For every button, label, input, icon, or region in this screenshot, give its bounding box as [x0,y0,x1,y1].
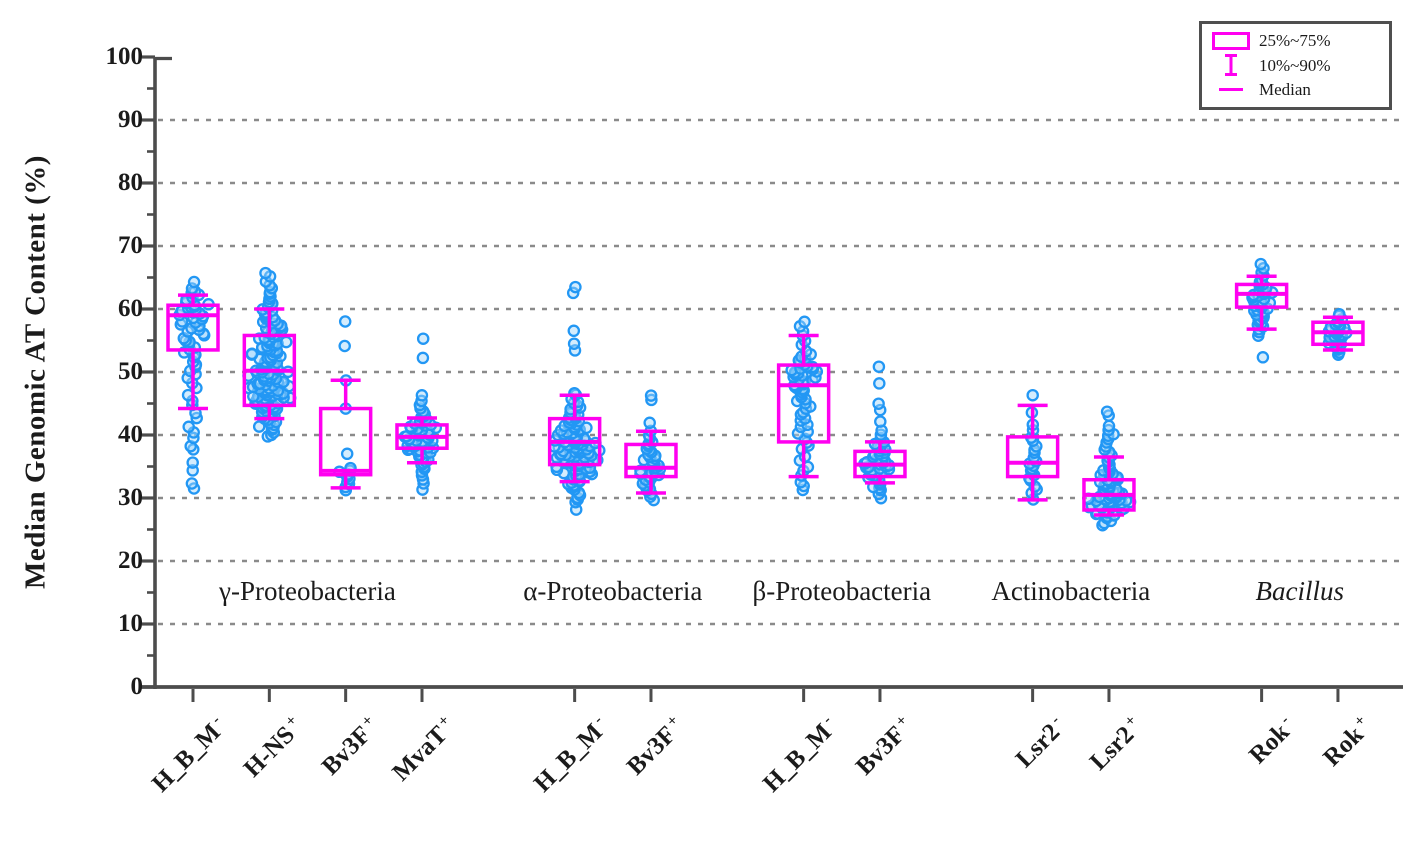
data-point [415,389,429,402]
box-plot-Bv3F+-7 [853,440,907,485]
data-point [187,275,201,289]
group-label-1: α-Proteobacteria [523,576,703,606]
data-point [338,315,352,328]
legend-item-median: Median [1210,78,1385,101]
data-point [182,420,195,434]
box-plot-MvaT+-3 [395,416,449,465]
legend-label: 10%~90% [1259,55,1331,75]
data-point [644,389,658,402]
data-point [245,347,259,361]
box-plot-H-NS+-1 [242,307,297,421]
box-plot-Rok--10 [1234,274,1289,331]
box-plot-H_B_M--6 [776,333,831,479]
data-point [1100,405,1114,418]
y-tick-label-30: 30 [118,484,143,511]
data-point [643,416,656,430]
legend: 25%~75% 10%~90% Median [1199,21,1392,110]
data-point [186,456,199,469]
y-tick-label-80: 80 [118,169,143,196]
y-tick-label-20: 20 [118,547,143,574]
legend-item-whisker: 10%~90% [1210,53,1385,77]
scatter-MvaT+-3 [398,332,443,496]
legend-item-box: 25%~75% [1210,29,1385,52]
box-plot-Rok+-11 [1311,315,1365,352]
scatter-H_B_M--6 [785,315,824,497]
scatter-H_B_M--4 [548,280,606,516]
box-plot-Bv3F+-5 [624,429,678,495]
data-point [1254,257,1268,271]
legend-label: 25%~75% [1259,31,1331,50]
data-point [1102,419,1116,433]
iqr-box [318,406,373,477]
y-tick-label-50: 50 [118,358,143,385]
data-point [1256,351,1270,364]
data-point [338,339,351,353]
data-point [416,351,430,365]
group-label-3: Actinobacteria [991,576,1151,606]
legend-label: Median [1259,80,1311,99]
box-plot-Lsr2+-9 [1082,455,1136,517]
y-tick-label-100: 100 [105,43,144,70]
y-tick-label-0: 0 [130,673,144,700]
data-point [872,360,886,373]
group-label-0: γ-Proteobacteria [219,576,396,606]
iqr-box [1005,435,1060,479]
box-plot-H_B_M--0 [166,293,220,411]
data-point [567,337,581,350]
y-axis-title: Median Genomic AT Content (%) [19,155,52,589]
data-point [1026,388,1039,402]
data-point [259,266,272,280]
box-plot-Lsr2--8 [1005,403,1060,502]
group-label-4: Bacillus [1255,576,1345,606]
y-tick-label-40: 40 [118,421,143,448]
data-point [798,315,811,329]
y-tick-label-10: 10 [118,610,143,637]
whisker-range-icon [1210,53,1252,77]
iqr-box [776,363,831,444]
box-range-icon [1210,31,1252,50]
box-plot-H_B_M--4 [547,393,602,484]
data-point [569,280,582,294]
data-point [874,415,887,428]
y-tick-label-90: 90 [118,106,143,133]
y-tick-label-60: 60 [118,295,143,322]
box-plot-Bv3F+-2 [318,378,373,490]
data-point [416,332,430,345]
y-tick-label-70: 70 [118,232,143,259]
iqr-box [624,442,678,479]
data-point [185,477,199,490]
data-point [872,397,885,410]
data-point [567,324,581,338]
data-point [340,447,354,461]
axes [139,55,1403,702]
median-line-icon [1210,88,1252,91]
group-label-2: β-Proteobacteria [752,576,932,606]
data-point [873,377,886,390]
scatter-Lsr2--8 [1023,388,1043,506]
iqr-box [166,303,220,352]
